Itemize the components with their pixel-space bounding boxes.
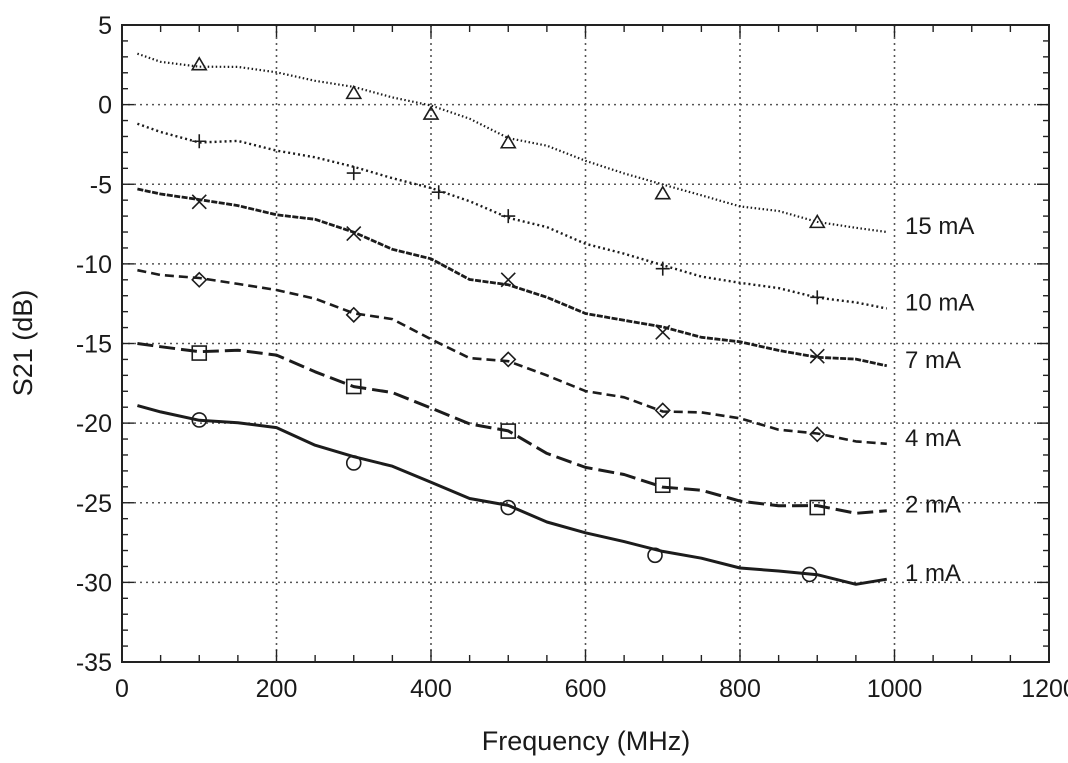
series-10-ma [136, 122, 888, 310]
triangle-marker [190, 56, 208, 71]
diamond-marker [191, 271, 208, 288]
series-label: 15 mA [905, 213, 974, 240]
series-layer [136, 52, 888, 586]
diamond-marker [500, 351, 517, 368]
plot-frame [121, 24, 1050, 663]
series-label: 7 mA [905, 347, 961, 374]
y-tick-label: -5 [90, 171, 112, 199]
y-tick-label: 5 [98, 12, 112, 40]
diamond-marker [345, 306, 362, 323]
series-7-ma [137, 187, 888, 368]
y-tick-label: -30 [76, 569, 112, 597]
diamond-marker [809, 426, 826, 443]
circle-marker [647, 547, 663, 564]
y-tick-label: 0 [98, 92, 112, 120]
series-4-ma [137, 268, 887, 446]
series-label: 10 mA [905, 289, 974, 316]
circle-marker [345, 455, 362, 471]
plus-marker [431, 185, 446, 200]
triangle-marker [345, 84, 363, 100]
y-tick-label: -10 [76, 251, 112, 279]
series-line [137, 187, 888, 368]
y-tick-label: -25 [76, 490, 112, 518]
x-marker [191, 194, 207, 210]
circle-marker [801, 566, 818, 583]
x-marker [346, 226, 362, 242]
triangle-marker [499, 134, 517, 149]
square-marker [345, 378, 362, 395]
x-tick-label: 1200 [1021, 675, 1068, 703]
triangle-marker [808, 213, 826, 229]
square-marker [654, 477, 671, 494]
triangle-marker [654, 185, 672, 200]
series-line [137, 404, 888, 586]
x-tick-label: 200 [256, 675, 298, 703]
x-marker [809, 348, 825, 364]
plus-marker [192, 134, 207, 149]
x-tick-label: 0 [115, 675, 129, 703]
series-label: 1 mA [905, 560, 961, 587]
y-tick-label: -20 [76, 410, 112, 438]
grid-lines [122, 25, 1049, 662]
x-marker [655, 324, 671, 340]
x-tick-label: 400 [410, 675, 452, 703]
series-labels: 15 mA 10 mA 7 mA 4 mA 2 mA 1 mA [905, 213, 974, 587]
tick-labels: 0 200 400 600 800 1000 1200 5 0 -5 -10 -15 -20 -25 -30… [76, 12, 1068, 703]
circle-marker [500, 499, 517, 516]
square-marker [191, 345, 208, 361]
x-tick-label: 1000 [867, 675, 923, 703]
x-tick-label: 600 [565, 675, 607, 703]
square-marker [809, 499, 826, 516]
y-tick-label: -35 [76, 649, 112, 677]
plus-marker [346, 166, 361, 181]
series-2-ma [137, 342, 887, 516]
series-line [137, 342, 887, 515]
square-marker [500, 423, 517, 439]
triangle-marker [422, 105, 440, 120]
x-tick-label: 800 [719, 675, 761, 703]
plus-marker [810, 290, 825, 305]
y-axis-title: S21 (dB) [8, 290, 38, 397]
plus-marker [501, 209, 516, 224]
plus-marker [655, 261, 670, 276]
diamond-marker [654, 402, 671, 419]
x-axis-title: Frequency (MHz) [482, 726, 691, 756]
series-line [137, 268, 887, 446]
y-tick-label: -15 [76, 331, 112, 359]
series-label: 4 mA [905, 425, 961, 452]
circle-marker [191, 412, 208, 428]
x-marker [500, 272, 516, 288]
series-15-ma [137, 52, 887, 234]
series-label: 2 mA [905, 492, 961, 519]
series-1-ma [137, 404, 888, 586]
